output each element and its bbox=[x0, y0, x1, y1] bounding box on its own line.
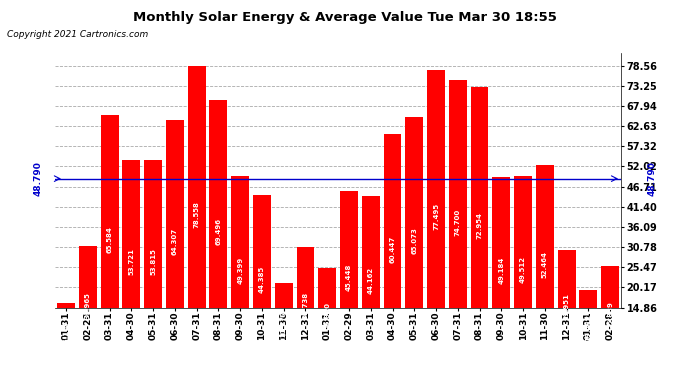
Text: 29.951: 29.951 bbox=[564, 294, 570, 321]
Bar bbox=[427, 70, 445, 364]
Text: 45.448: 45.448 bbox=[346, 264, 352, 291]
Bar bbox=[318, 268, 336, 364]
Text: 30.738: 30.738 bbox=[302, 292, 308, 319]
Text: 48.790: 48.790 bbox=[647, 161, 657, 196]
Bar bbox=[144, 159, 162, 364]
Text: 16.107: 16.107 bbox=[63, 320, 69, 347]
Text: Monthly Solar Energy & Average Value Tue Mar 30 18:55: Monthly Solar Energy & Average Value Tue… bbox=[133, 11, 557, 24]
Text: 48.790: 48.790 bbox=[33, 161, 43, 196]
Bar bbox=[471, 87, 489, 364]
Text: 77.495: 77.495 bbox=[433, 203, 439, 230]
Text: 72.954: 72.954 bbox=[477, 212, 482, 239]
Text: 30.965: 30.965 bbox=[85, 292, 91, 319]
Text: 78.558: 78.558 bbox=[194, 201, 199, 228]
Bar bbox=[580, 290, 598, 364]
Text: 52.464: 52.464 bbox=[542, 251, 548, 278]
Bar bbox=[405, 117, 423, 364]
Text: 65.584: 65.584 bbox=[106, 226, 112, 253]
Bar bbox=[297, 247, 315, 364]
Bar bbox=[122, 160, 140, 364]
Bar bbox=[231, 176, 249, 364]
Text: 53.721: 53.721 bbox=[128, 249, 135, 275]
Bar bbox=[79, 246, 97, 364]
Text: 53.815: 53.815 bbox=[150, 248, 156, 275]
Bar bbox=[340, 191, 358, 364]
Text: 60.447: 60.447 bbox=[389, 236, 395, 263]
Bar bbox=[101, 115, 119, 364]
Text: 49.184: 49.184 bbox=[498, 257, 504, 284]
Text: 25.340: 25.340 bbox=[324, 302, 331, 329]
Bar bbox=[253, 195, 271, 364]
Text: 25.839: 25.839 bbox=[607, 302, 613, 328]
Text: 49.399: 49.399 bbox=[237, 256, 243, 284]
Text: 44.385: 44.385 bbox=[259, 266, 265, 293]
Bar bbox=[362, 196, 380, 364]
Text: 65.073: 65.073 bbox=[411, 227, 417, 254]
Bar bbox=[210, 100, 227, 364]
Bar bbox=[57, 303, 75, 364]
Bar bbox=[558, 250, 575, 364]
Bar bbox=[188, 66, 206, 364]
Text: 21.277: 21.277 bbox=[281, 310, 287, 337]
Bar bbox=[536, 165, 554, 364]
Bar bbox=[384, 134, 402, 364]
Text: 74.700: 74.700 bbox=[455, 209, 461, 236]
Text: 64.307: 64.307 bbox=[172, 228, 178, 255]
Bar bbox=[514, 176, 532, 364]
Bar bbox=[275, 283, 293, 364]
Bar bbox=[449, 80, 466, 364]
Text: 69.496: 69.496 bbox=[215, 219, 221, 246]
Text: Copyright 2021 Cartronics.com: Copyright 2021 Cartronics.com bbox=[7, 30, 148, 39]
Text: 19.412: 19.412 bbox=[585, 314, 591, 340]
Bar bbox=[166, 120, 184, 364]
Text: 44.162: 44.162 bbox=[368, 267, 374, 294]
Text: 49.512: 49.512 bbox=[520, 256, 526, 284]
Bar bbox=[601, 266, 619, 364]
Bar bbox=[493, 177, 510, 364]
